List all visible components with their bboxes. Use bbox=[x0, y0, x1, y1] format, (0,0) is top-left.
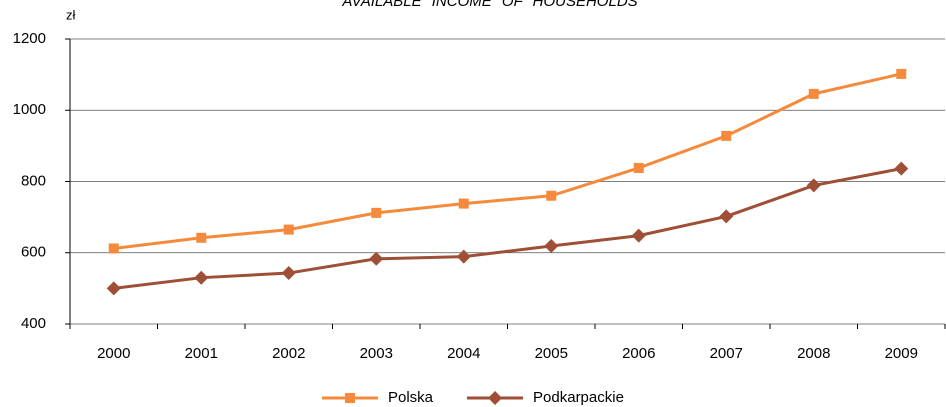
y-tick-label: 600 bbox=[21, 244, 46, 261]
marker bbox=[721, 130, 732, 141]
x-tick-label: 2003 bbox=[360, 345, 393, 362]
legend-label: Polska bbox=[388, 389, 434, 406]
chart-title: AVAILABLE INCOME OF HOUSEHOLDS bbox=[341, 0, 637, 10]
x-tick-label: 2004 bbox=[447, 345, 480, 362]
marker bbox=[806, 178, 821, 193]
x-tick-label: 2006 bbox=[622, 345, 655, 362]
series-line bbox=[113, 167, 902, 290]
marker bbox=[488, 391, 503, 405]
marker bbox=[808, 88, 819, 99]
marker bbox=[108, 243, 119, 254]
marker bbox=[631, 228, 646, 243]
y-tick-label: 1200 bbox=[13, 30, 46, 47]
y-tick-label: 1000 bbox=[13, 101, 46, 118]
marker bbox=[106, 281, 121, 296]
marker bbox=[719, 209, 734, 224]
marker bbox=[345, 393, 355, 403]
y-axis-unit: zł bbox=[66, 7, 76, 22]
marker bbox=[458, 198, 469, 209]
marker bbox=[196, 232, 207, 243]
marker bbox=[546, 190, 557, 201]
x-tick-label: 2008 bbox=[797, 345, 830, 362]
marker bbox=[283, 224, 294, 235]
marker bbox=[544, 238, 559, 253]
marker bbox=[894, 161, 909, 176]
x-tick-label: 2001 bbox=[185, 345, 218, 362]
x-tick-label: 2002 bbox=[272, 345, 305, 362]
marker bbox=[369, 251, 384, 266]
y-tick-label: 400 bbox=[21, 315, 46, 332]
legend-label: Podkarpackie bbox=[533, 389, 624, 406]
x-tick-label: 2007 bbox=[710, 345, 743, 362]
series-line bbox=[113, 72, 902, 250]
marker bbox=[633, 162, 644, 173]
x-tick-label: 2000 bbox=[97, 345, 130, 362]
marker bbox=[281, 266, 296, 281]
marker bbox=[456, 249, 471, 264]
x-tick-label: 2005 bbox=[535, 345, 568, 362]
marker bbox=[371, 207, 382, 218]
y-tick-label: 800 bbox=[21, 172, 46, 189]
x-tick-label: 2009 bbox=[885, 345, 918, 362]
marker bbox=[896, 68, 907, 79]
marker bbox=[194, 270, 209, 285]
